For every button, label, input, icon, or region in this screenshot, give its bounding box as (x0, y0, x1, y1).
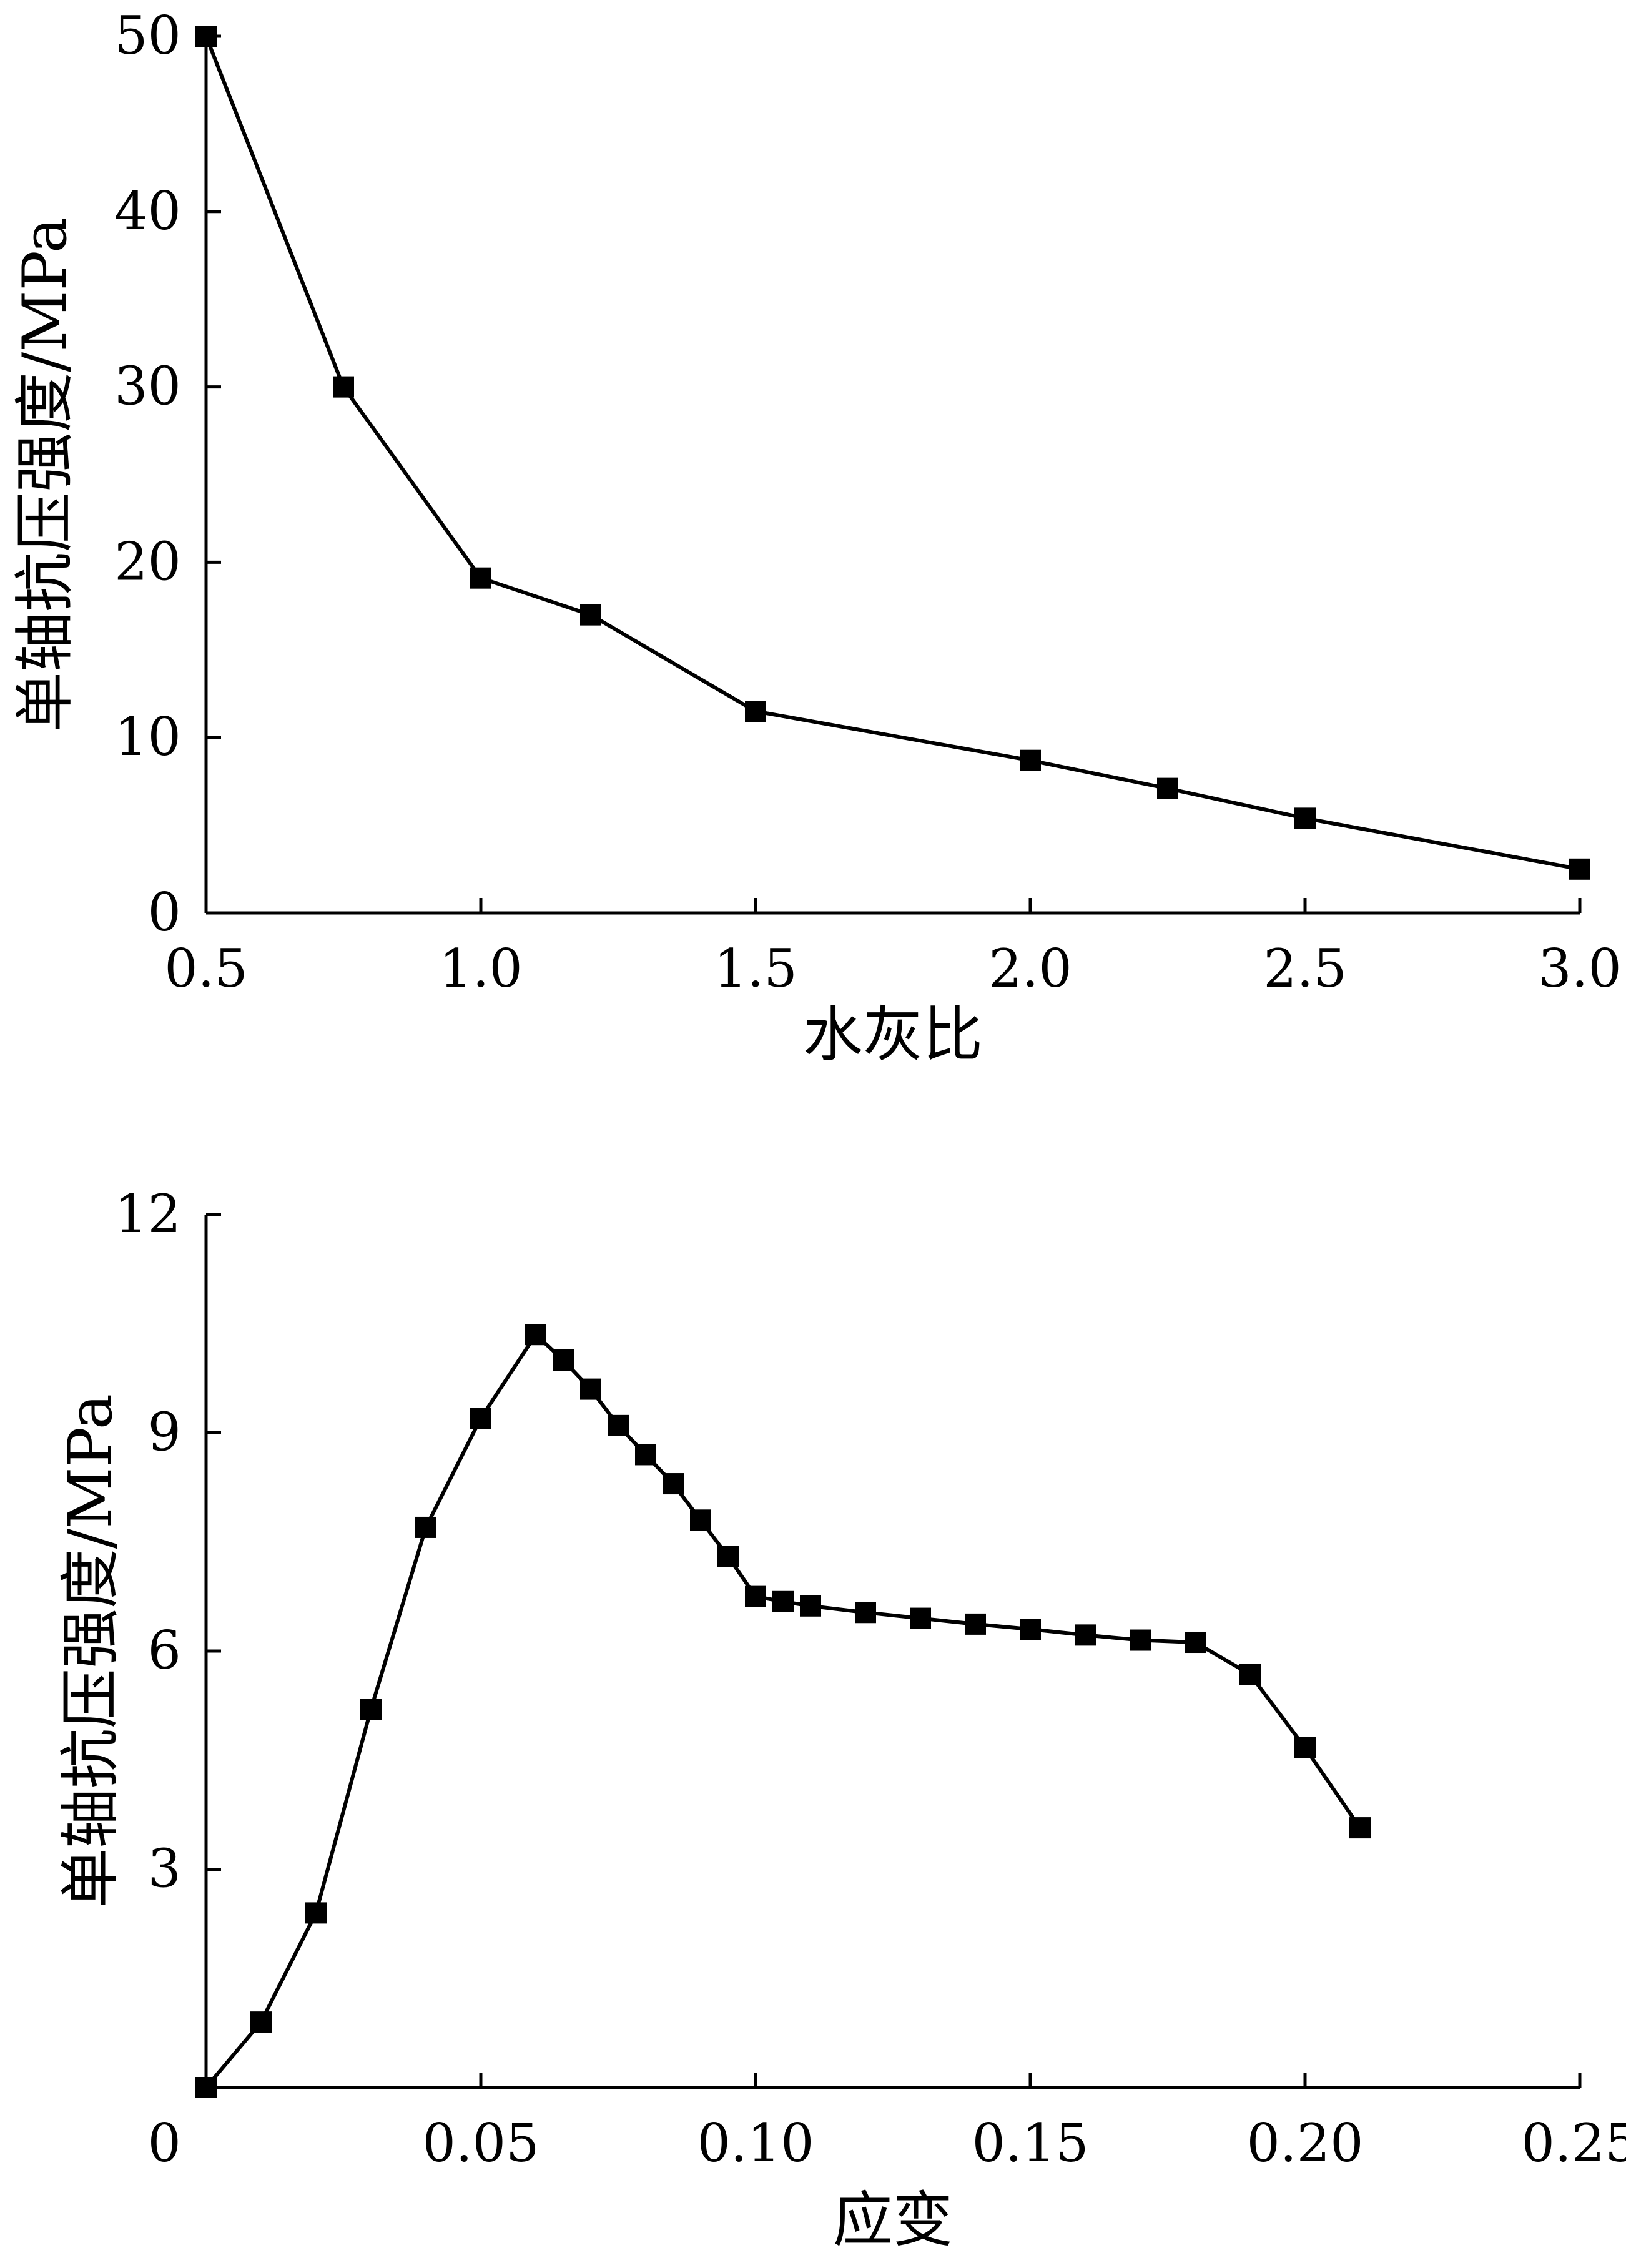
data-point (415, 1516, 436, 1538)
data-point (772, 1590, 794, 1612)
data-point (360, 1699, 382, 1720)
data-point (635, 1444, 656, 1466)
chart-1: 0 10 20 30 40 50 0.5 1.0 1.5 2.0 2.5 3.0 水灰比 单轴抗压强度/M… (10, 5, 1622, 1070)
data-point (333, 376, 354, 398)
y-tick-label: 3 (148, 1838, 181, 1900)
y-axis-title: 单轴抗压强度/MPa (10, 217, 80, 732)
x-tick-label: 1.0 (439, 938, 523, 999)
data-point (608, 1414, 629, 1436)
data-point (855, 1602, 876, 1624)
y-tick-label: 12 (114, 1183, 181, 1245)
data-point (717, 1546, 739, 1567)
data-point (1130, 1629, 1151, 1651)
data-point (690, 1509, 711, 1531)
data-point (1569, 858, 1590, 880)
data-point (553, 1349, 574, 1371)
x-tick-label: 0 (148, 2113, 181, 2174)
series-line (204, 35, 1580, 871)
data-point (580, 1378, 601, 1400)
x-axis-title: 应变 (833, 2185, 953, 2255)
data-point (305, 1902, 327, 1924)
data-point (1185, 1632, 1206, 1654)
x-tick-label: 0.10 (697, 2113, 814, 2174)
data-point (195, 2077, 217, 2098)
data-point (910, 1607, 931, 1629)
data-point (965, 1613, 986, 1635)
x-tick-label: 2.5 (1263, 938, 1347, 999)
data-point (1294, 1737, 1316, 1758)
data-point (800, 1595, 821, 1617)
data-point (745, 1585, 766, 1607)
y-tick-label: 40 (114, 180, 181, 242)
data-point (580, 604, 601, 626)
x-tick-label: 0.25 (1521, 2113, 1626, 2174)
x-axis-title: 水灰比 (803, 1000, 983, 1070)
y-tick-label: 20 (114, 531, 181, 592)
chart-2: 3 6 9 12 0 0.05 0.10 0.15 0.20 0.25 应变 单轴抗压强度/MPa (56, 1183, 1626, 2255)
x-tick-label: 0.05 (422, 2113, 539, 2174)
y-tick-label: 9 (148, 1402, 181, 1463)
data-point (470, 567, 491, 589)
x-tick-label: 1.5 (714, 938, 797, 999)
data-point (470, 1408, 491, 1429)
y-tick-label: 6 (148, 1620, 181, 1681)
data-point (1239, 1664, 1261, 1685)
data-point (1075, 1624, 1096, 1646)
x-tick-label: 0.5 (164, 938, 248, 999)
y-tick-label: 50 (114, 5, 181, 66)
x-tick-label: 3.0 (1538, 938, 1622, 999)
data-point (1020, 749, 1041, 771)
y-axis-title: 单轴抗压强度/MPa (56, 1394, 126, 1908)
x-tick-label: 0.20 (1246, 2113, 1363, 2174)
data-point (1157, 777, 1178, 799)
data-point (525, 1324, 546, 1346)
y-tick-label: 30 (114, 356, 181, 417)
data-point (1294, 807, 1316, 829)
x-tick-label: 0.15 (972, 2113, 1088, 2174)
y-tick-label: 0 (148, 882, 181, 943)
x-tick-label: 2.0 (988, 938, 1072, 999)
data-point (195, 26, 217, 47)
data-point (745, 701, 766, 722)
data-point (1020, 1619, 1041, 1640)
data-point (1349, 1817, 1371, 1839)
data-point (250, 2011, 272, 2033)
y-tick-label: 10 (114, 706, 181, 767)
data-point (663, 1473, 684, 1495)
